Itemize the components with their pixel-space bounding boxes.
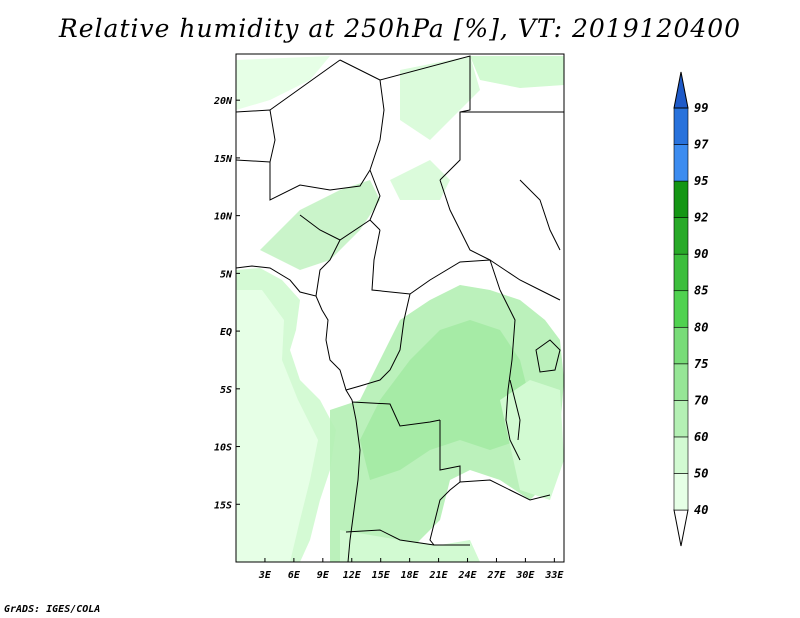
lat-tick-label: 5S — [220, 385, 232, 396]
border-mauritania-mali — [235, 109, 276, 163]
colorbar-label: 50 — [694, 466, 708, 480]
colorbar-arrow-high — [673, 71, 689, 109]
shading-west-coast-inner — [236, 290, 318, 562]
colorbar-box — [673, 363, 689, 401]
border-drc-east — [499, 289, 521, 461]
lat-tick-label: EQ — [220, 327, 232, 338]
border-algeria-niger — [339, 59, 385, 171]
lake-victoria — [535, 339, 561, 373]
lon-tick-label: 21E — [429, 570, 449, 581]
lake-tanganyika — [509, 379, 521, 441]
shading-south-band — [340, 530, 480, 562]
colorbar-label: 92 — [694, 211, 708, 225]
colorbar-label: 80 — [694, 320, 708, 334]
border-zambia — [459, 479, 551, 501]
lon-tick-label: 15E — [372, 570, 391, 581]
border-mali-niger — [269, 162, 371, 201]
border-cameroon — [315, 239, 341, 297]
border-chad-sudan — [439, 179, 491, 261]
longitude-axis: 3E 6E 9E 12E 15E 18E 21E 24E 27E 30E 33E — [258, 558, 564, 581]
colorbar-label: 97 — [694, 138, 709, 152]
border-niger-chad — [369, 169, 381, 231]
lon-tick-label: 18E — [401, 570, 420, 581]
colorbar-box — [673, 144, 689, 182]
shading-chad — [390, 160, 450, 200]
colorbar-box — [673, 436, 689, 474]
shading-east — [500, 380, 564, 500]
lat-tick-label: 20N — [213, 96, 233, 107]
colorbar-box — [673, 473, 689, 511]
colorbar-box — [673, 326, 689, 365]
lon-tick-label: 27E — [486, 570, 506, 581]
lat-tick-label: 15S — [214, 500, 232, 511]
coastline-west — [235, 265, 361, 563]
colorbar-box — [673, 107, 689, 145]
lon-tick-label: 6E — [288, 570, 301, 581]
colorbar-label: 40 — [694, 503, 708, 517]
border-car — [371, 229, 501, 295]
colorbar-arrow-low — [673, 509, 689, 547]
humidity-shading — [236, 56, 564, 562]
country-borders — [235, 55, 564, 563]
colorbar: 40 50 60 70 75 80 85 90 92 95 97 99 — [673, 71, 709, 547]
colorbar-box — [673, 253, 689, 292]
shading-congo-core — [360, 320, 530, 480]
shading-north-east — [470, 56, 564, 88]
border-algeria-mali — [269, 59, 341, 111]
colorbar-box — [673, 217, 689, 255]
map-title: Relative humidity at 250hPa [%], VT: 201… — [58, 14, 742, 43]
colorbar-label: 85 — [694, 284, 708, 298]
credit-label: GrADS: IGES/COLA — [4, 604, 101, 615]
lon-tick-label: 30E — [515, 570, 535, 581]
colorbar-label: 70 — [694, 393, 708, 407]
shading-north-west — [236, 56, 330, 110]
border-angola-east — [429, 420, 461, 546]
colorbar-label: 90 — [694, 247, 708, 261]
colorbar-box — [673, 290, 689, 328]
latitude-axis: 20N 15N 10N 5N EQ 5S 10S 15S — [213, 96, 240, 511]
lat-tick-label: 10N — [214, 212, 233, 223]
lat-tick-label: 5N — [220, 269, 233, 280]
lon-tick-label: 12E — [343, 570, 362, 581]
lat-tick-label: 15N — [214, 154, 233, 165]
colorbar-box — [673, 400, 689, 438]
border-angola-north — [351, 401, 441, 427]
border-east-africa — [519, 179, 561, 251]
shading-sahel — [260, 180, 380, 270]
lat-tick-label: 10S — [214, 443, 232, 454]
colorbar-label: 95 — [694, 174, 708, 188]
border-nigeria — [299, 214, 371, 241]
colorbar-label: 99 — [694, 101, 708, 115]
border-libya-east — [379, 55, 471, 181]
shading-north-central — [400, 56, 480, 140]
colorbar-label: 75 — [694, 357, 708, 371]
map-frame — [235, 53, 565, 563]
lon-tick-label: 3E — [258, 570, 272, 581]
border-south-sudan — [489, 259, 561, 301]
border-namibia — [345, 529, 470, 546]
colorbar-box — [673, 180, 689, 218]
lon-tick-label: 33E — [544, 570, 564, 581]
lon-tick-label: 24E — [457, 570, 477, 581]
lon-tick-label: 9E — [317, 570, 330, 581]
border-drc-north — [345, 293, 411, 391]
colorbar-label: 60 — [694, 430, 708, 444]
